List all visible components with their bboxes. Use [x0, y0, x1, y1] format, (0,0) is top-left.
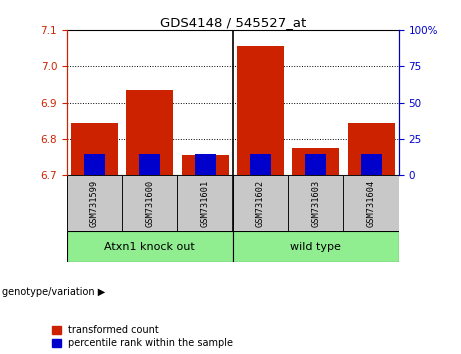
Bar	[233, 175, 288, 231]
Bar	[71, 123, 118, 175]
Bar	[182, 155, 229, 175]
Text: GSM731604: GSM731604	[366, 180, 376, 227]
Bar	[84, 154, 105, 175]
Text: GSM731600: GSM731600	[145, 180, 154, 227]
Text: GSM731603: GSM731603	[311, 180, 320, 227]
Bar	[122, 175, 177, 231]
Text: wild type: wild type	[290, 241, 341, 252]
Bar	[139, 154, 160, 175]
Bar	[195, 154, 216, 175]
Bar	[348, 123, 395, 175]
Text: GSM731599: GSM731599	[90, 180, 99, 227]
Bar	[177, 175, 233, 231]
Legend: transformed count, percentile rank within the sample: transformed count, percentile rank withi…	[51, 324, 235, 349]
Bar	[237, 46, 284, 175]
Bar	[67, 231, 233, 262]
Bar	[233, 231, 399, 262]
Bar	[305, 154, 326, 175]
Title: GDS4148 / 545527_at: GDS4148 / 545527_at	[160, 16, 306, 29]
Bar	[343, 175, 399, 231]
Bar	[126, 90, 173, 175]
Text: genotype/variation ▶: genotype/variation ▶	[2, 287, 106, 297]
Text: GSM731601: GSM731601	[201, 180, 210, 227]
Text: GSM731602: GSM731602	[256, 180, 265, 227]
Bar	[250, 154, 271, 175]
Bar	[288, 175, 343, 231]
Text: Atxn1 knock out: Atxn1 knock out	[105, 241, 195, 252]
Bar	[292, 148, 339, 175]
Bar	[67, 175, 122, 231]
Bar	[361, 154, 382, 175]
